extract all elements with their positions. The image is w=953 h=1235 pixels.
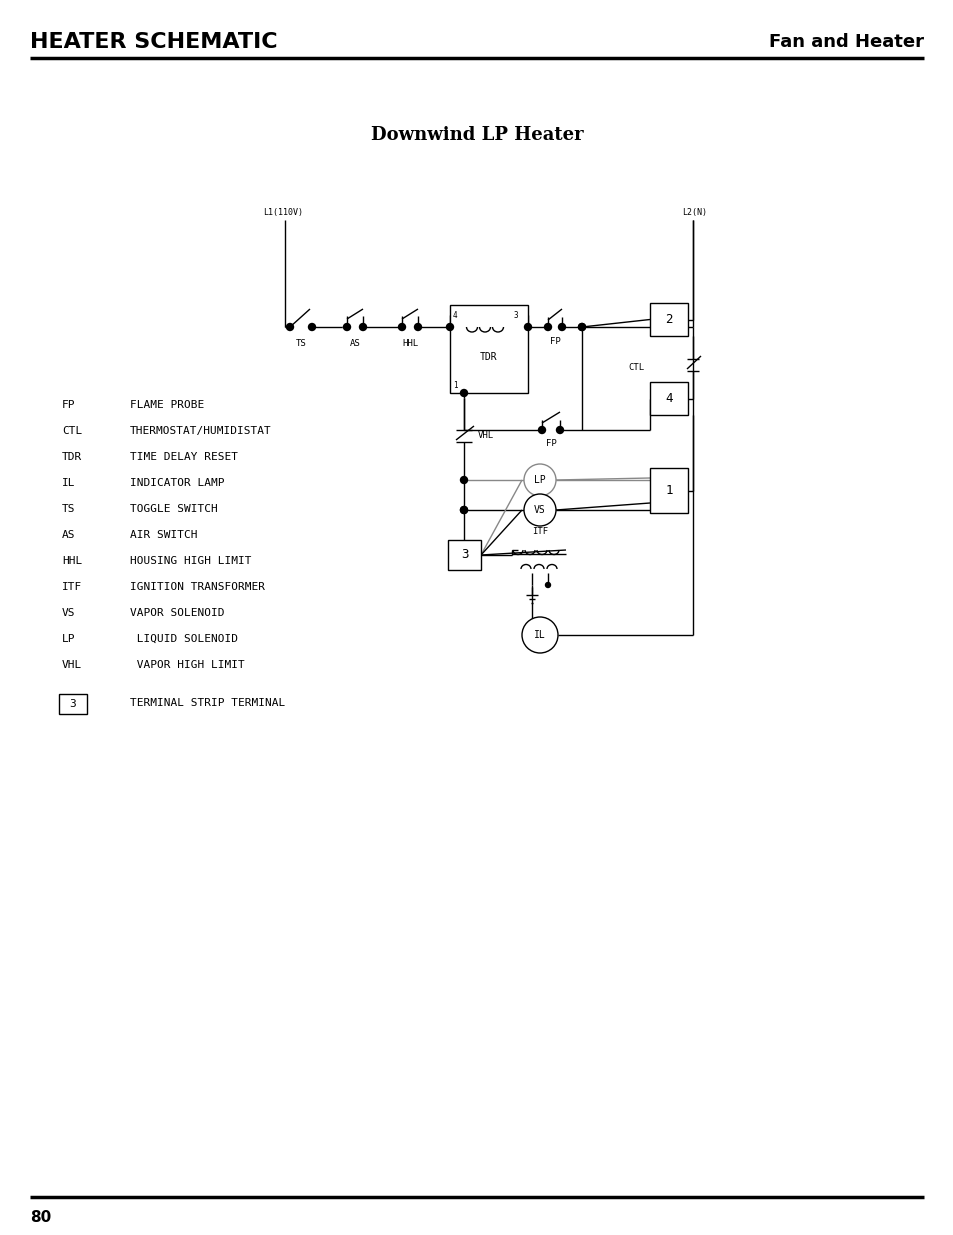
Text: TDR: TDR bbox=[479, 352, 497, 362]
Circle shape bbox=[521, 618, 558, 653]
Circle shape bbox=[524, 324, 531, 331]
Text: IL: IL bbox=[62, 478, 75, 488]
Text: 4: 4 bbox=[664, 391, 672, 405]
Circle shape bbox=[460, 477, 467, 483]
Text: ITF: ITF bbox=[532, 527, 547, 536]
Text: ITF: ITF bbox=[62, 582, 82, 592]
Text: VAPOR SOLENOID: VAPOR SOLENOID bbox=[130, 608, 224, 618]
Text: VS: VS bbox=[534, 505, 545, 515]
Text: AS: AS bbox=[349, 340, 360, 348]
Circle shape bbox=[398, 324, 405, 331]
Text: VHL: VHL bbox=[62, 659, 82, 671]
Text: FP: FP bbox=[549, 337, 559, 347]
Bar bbox=[448, 540, 480, 571]
Text: CTL: CTL bbox=[62, 426, 82, 436]
Bar bbox=[649, 382, 687, 415]
Text: HOUSING HIGH LIMIT: HOUSING HIGH LIMIT bbox=[130, 556, 252, 566]
Bar bbox=[649, 303, 687, 336]
Text: Fan and Heater: Fan and Heater bbox=[768, 33, 923, 51]
Circle shape bbox=[414, 324, 421, 331]
Text: HEATER SCHEMATIC: HEATER SCHEMATIC bbox=[30, 32, 277, 52]
Text: IL: IL bbox=[534, 630, 545, 640]
Text: 4: 4 bbox=[453, 310, 457, 320]
Text: TDR: TDR bbox=[62, 452, 82, 462]
Circle shape bbox=[523, 464, 556, 496]
Text: HHL: HHL bbox=[401, 340, 417, 348]
Circle shape bbox=[460, 506, 467, 514]
Text: L1(110V): L1(110V) bbox=[263, 209, 303, 217]
Text: FP: FP bbox=[62, 400, 75, 410]
Circle shape bbox=[578, 324, 585, 331]
Text: 3: 3 bbox=[70, 699, 76, 709]
Text: 80: 80 bbox=[30, 1209, 51, 1224]
Text: TIME DELAY RESET: TIME DELAY RESET bbox=[130, 452, 237, 462]
Text: L2(N): L2(N) bbox=[681, 209, 707, 217]
Text: LIQUID SOLENOID: LIQUID SOLENOID bbox=[130, 634, 237, 643]
Text: CTL: CTL bbox=[628, 363, 644, 372]
Text: VS: VS bbox=[62, 608, 75, 618]
Bar bbox=[450, 305, 527, 393]
Circle shape bbox=[460, 389, 467, 396]
Circle shape bbox=[460, 506, 467, 514]
Text: 1: 1 bbox=[453, 380, 457, 389]
Text: LP: LP bbox=[534, 475, 545, 485]
Bar bbox=[59, 694, 87, 714]
Text: LP: LP bbox=[62, 634, 75, 643]
Bar bbox=[649, 468, 687, 513]
Circle shape bbox=[446, 324, 453, 331]
Text: Downwind LP Heater: Downwind LP Heater bbox=[371, 126, 582, 144]
Text: VHL: VHL bbox=[477, 431, 494, 441]
Circle shape bbox=[308, 324, 315, 331]
Text: 3: 3 bbox=[460, 548, 468, 562]
Circle shape bbox=[544, 324, 551, 331]
Text: VAPOR HIGH LIMIT: VAPOR HIGH LIMIT bbox=[130, 659, 245, 671]
Text: AIR SWITCH: AIR SWITCH bbox=[130, 530, 197, 540]
Circle shape bbox=[537, 426, 545, 433]
Circle shape bbox=[286, 324, 294, 331]
Circle shape bbox=[558, 324, 565, 331]
Text: TOGGLE SWITCH: TOGGLE SWITCH bbox=[130, 504, 217, 514]
Text: TERMINAL STRIP TERMINAL: TERMINAL STRIP TERMINAL bbox=[130, 698, 285, 708]
Circle shape bbox=[343, 324, 350, 331]
Text: IGNITION TRANSFORMER: IGNITION TRANSFORMER bbox=[130, 582, 265, 592]
Text: 1: 1 bbox=[664, 484, 672, 496]
Text: TS: TS bbox=[62, 504, 75, 514]
Text: 2: 2 bbox=[664, 312, 672, 326]
Text: INDICATOR LAMP: INDICATOR LAMP bbox=[130, 478, 224, 488]
Text: AS: AS bbox=[62, 530, 75, 540]
Text: 3: 3 bbox=[514, 310, 518, 320]
Text: HHL: HHL bbox=[62, 556, 82, 566]
Circle shape bbox=[359, 324, 366, 331]
Circle shape bbox=[545, 583, 550, 588]
Text: FP: FP bbox=[545, 440, 556, 448]
Circle shape bbox=[523, 494, 556, 526]
Text: TS: TS bbox=[295, 340, 306, 348]
Text: THERMOSTAT/HUMIDISTAT: THERMOSTAT/HUMIDISTAT bbox=[130, 426, 272, 436]
Circle shape bbox=[578, 324, 585, 331]
Text: FLAME PROBE: FLAME PROBE bbox=[130, 400, 204, 410]
Circle shape bbox=[556, 426, 563, 433]
